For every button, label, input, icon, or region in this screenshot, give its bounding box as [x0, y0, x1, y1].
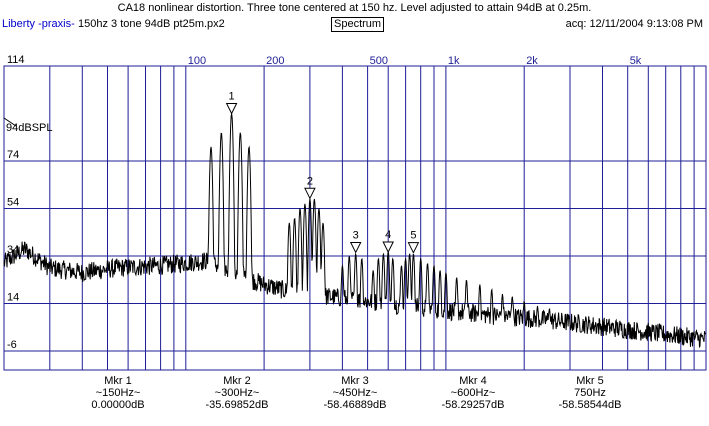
marker-2[interactable]: 2 — [304, 175, 316, 200]
marker-readout: Mkr 5 750Hz -58.58544dB — [540, 375, 640, 411]
marker-readout: Mkr 1 ~150Hz~ 0.00000dB — [68, 375, 168, 411]
marker-3[interactable]: 3 — [349, 229, 362, 254]
info-bar: Liberty -praxis- 150hz 3 tone 94dB pt25m… — [0, 17, 709, 32]
marker-readout-name: Mkr 2 — [223, 375, 251, 387]
spectrum-button[interactable]: Spectrum — [331, 17, 385, 32]
marker-readout-freq: ~450Hz~ — [332, 387, 378, 399]
marker-label: 3 — [353, 229, 359, 241]
acquisition-timestamp: acq: 12/11/2004 9:13:08 PM — [565, 18, 703, 30]
y-tick-label: 114 — [7, 54, 25, 66]
marker-readout-freq: ~300Hz~ — [214, 387, 260, 399]
marker-readout-value: 0.00000dB — [91, 399, 145, 411]
marker-5[interactable]: 5 — [407, 230, 420, 254]
marker-readout-name: Mkr 5 — [576, 375, 604, 387]
marker-readout-value: -58.29257dB — [441, 399, 505, 411]
marker-readout-name: Mkr 4 — [459, 375, 487, 387]
marker-4[interactable]: 4 — [382, 229, 395, 254]
marker-readout: Mkr 4 ~600Hz~ -58.29257dB — [423, 375, 523, 411]
spectrum-line — [3, 113, 706, 348]
x-tick-label: 2k — [526, 55, 538, 67]
marker-readout-value: -58.46889dB — [323, 399, 387, 411]
chart-grid — [3, 65, 707, 371]
marker-readout-name: Mkr 3 — [341, 375, 369, 387]
peak-markers: 1 2 3 4 5 — [225, 91, 420, 254]
reference-arrow-icon — [3, 117, 17, 127]
chart-title: CA18 nonlinear distortion. Three tone ce… — [117, 2, 592, 14]
x-tick-label: 100 — [188, 55, 206, 67]
marker-readout: Mkr 2 ~300Hz~ -35.69852dB — [187, 375, 287, 411]
marker-1[interactable]: 1 — [225, 91, 238, 115]
file-name: 150hz 3 tone 94dB pt25m.px2 — [78, 18, 225, 30]
y-tick-label: 74 — [7, 149, 19, 161]
y-tick-label: -6 — [7, 339, 17, 351]
x-tick-label: 200 — [266, 55, 284, 67]
marker-label: 2 — [307, 175, 313, 187]
marker-readout-name: Mkr 1 — [104, 375, 132, 387]
marker-readout-value: -35.69852dB — [205, 399, 269, 411]
marker-triangle-icon — [382, 241, 395, 254]
marker-label: 1 — [229, 91, 235, 103]
marker-readout-freq: 750Hz — [574, 387, 606, 399]
y-tick-label: 14 — [7, 292, 19, 304]
marker-label: 5 — [410, 230, 416, 242]
marker-readout-freq: ~600Hz~ — [450, 387, 496, 399]
marker-label: 4 — [385, 229, 391, 241]
marker-readout-freq: ~150Hz~ — [95, 387, 141, 399]
marker-readout: Mkr 3 ~450Hz~ -58.46889dB — [305, 375, 405, 411]
marker-triangle-icon — [304, 187, 316, 200]
app-name: Liberty -praxis- — [2, 18, 75, 30]
reference-marker: 94dBSPL — [3, 117, 52, 134]
x-axis-ticks: 100 200 500 1k 2k 5k — [188, 55, 642, 67]
x-tick-label: 5k — [630, 55, 642, 67]
x-tick-label: 500 — [370, 55, 388, 67]
marker-readout-value: -58.58544dB — [558, 399, 622, 411]
y-tick-label: 54 — [7, 197, 19, 209]
marker-triangle-icon — [225, 103, 238, 115]
reference-label: 94dBSPL — [6, 122, 52, 134]
x-tick-label: 1k — [448, 55, 460, 67]
spectrum-trace — [3, 113, 706, 348]
marker-triangle-icon — [349, 241, 362, 254]
marker-triangle-icon — [407, 242, 420, 254]
